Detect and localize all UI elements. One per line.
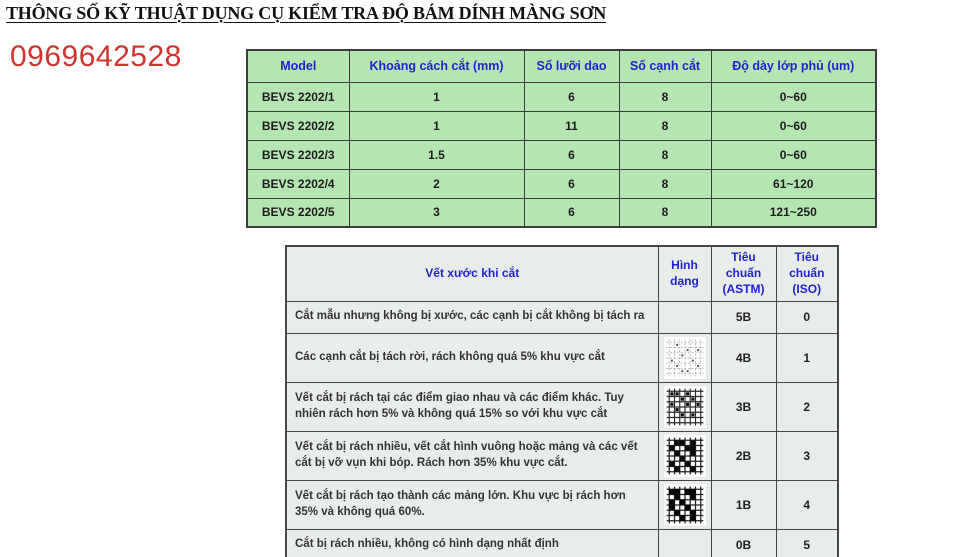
astm-rating-cell: 2B bbox=[710, 430, 777, 481]
crosshatch-grid-light-dots-icon bbox=[663, 336, 706, 379]
shape-cell bbox=[657, 300, 712, 334]
spec-value-cell: 6 bbox=[523, 197, 620, 228]
astm-rating-cell: 0B bbox=[710, 528, 777, 557]
scratch-description-cell: Vết cắt bị rách nhiều, vết cắt hình vuôn… bbox=[285, 430, 659, 481]
spec-header-cell: Model bbox=[246, 49, 350, 83]
table-row: BEVS 2202/4 2 6 8 61~120 bbox=[246, 168, 877, 199]
model-cell: BEVS 2202/5 bbox=[246, 197, 350, 228]
scratch-description-cell: Các cạnh cắt bị tách rời, rách không quá… bbox=[285, 332, 659, 383]
spec-value-cell: 121~250 bbox=[710, 197, 877, 228]
iso-rating-cell: 0 bbox=[775, 300, 839, 334]
rating-table: Vết xước khi cắt Hình dạng Tiêu chuẩn (AST… bbox=[285, 245, 839, 557]
table-row: Vết cắt bị rách nhiều, vết cắt hình vuôn… bbox=[285, 430, 839, 481]
rating-header-row: Vết xước khi cắt Hình dạng Tiêu chuẩn (AST… bbox=[285, 245, 839, 302]
table-row: Vết cắt bị rách tại các điểm giao nhau v… bbox=[285, 381, 839, 432]
spec-value-cell: 0~60 bbox=[710, 110, 877, 141]
table-row: Cắt mẫu nhưng không bị xước, các cạnh bị… bbox=[285, 300, 839, 334]
spec-value-cell: 1 bbox=[348, 81, 525, 112]
iso-rating-cell: 4 bbox=[775, 479, 839, 530]
crosshatch-grid-dense-blobs-icon bbox=[663, 483, 706, 526]
spec-table: Model Khoảng cách cắt (mm) Số lưỡi dao Số c… bbox=[246, 49, 877, 228]
scratch-description-cell: Vết cắt bị rách tạo thành các mảng lớn. … bbox=[285, 479, 659, 530]
astm-rating-cell: 3B bbox=[710, 381, 777, 432]
astm-rating-cell: 4B bbox=[710, 332, 777, 383]
spec-value-cell: 6 bbox=[523, 139, 620, 170]
rating-table-body: Cắt mẫu nhưng không bị xước, các cạnh bị… bbox=[285, 300, 839, 557]
iso-rating-cell: 2 bbox=[775, 381, 839, 432]
scratch-description-cell: Vết cắt bị rách tại các điểm giao nhau v… bbox=[285, 381, 659, 432]
rating-header-cell: Tiêu chuẩn (ISO) bbox=[775, 245, 839, 302]
table-row: BEVS 2202/1 1 6 8 0~60 bbox=[246, 81, 877, 112]
table-row: Cắt bị rách nhiều, không có hình dạng nh… bbox=[285, 528, 839, 557]
spec-value-cell: 8 bbox=[618, 197, 712, 228]
shape-cell bbox=[657, 332, 712, 383]
table-row: Vết cắt bị rách tạo thành các mảng lớn. … bbox=[285, 479, 839, 530]
iso-rating-cell: 5 bbox=[775, 528, 839, 557]
crosshatch-grid-medium-blobs-icon bbox=[663, 434, 706, 477]
astm-rating-cell: 5B bbox=[710, 300, 777, 334]
table-row: Các cạnh cắt bị tách rời, rách không quá… bbox=[285, 332, 839, 383]
spec-header-cell: Khoảng cách cắt (mm) bbox=[348, 49, 525, 83]
spec-value-cell: 1 bbox=[348, 110, 525, 141]
rating-header-cell: Tiêu chuẩn (ASTM) bbox=[710, 245, 777, 302]
model-cell: BEVS 2202/1 bbox=[246, 81, 350, 112]
shape-cell bbox=[657, 381, 712, 432]
spec-value-cell: 0~60 bbox=[710, 81, 877, 112]
table-row: BEVS 2202/5 3 6 8 121~250 bbox=[246, 197, 877, 228]
spec-value-cell: 8 bbox=[618, 168, 712, 199]
shape-cell bbox=[657, 430, 712, 481]
page-title: THÔNG SỐ KỸ THUẬT DỤNG CỤ KIỂM TRA ĐỘ BÁ… bbox=[6, 3, 607, 23]
spec-table-body: BEVS 2202/1 1 6 8 0~60 BEVS 2202/2 1 11 8 0~60 BEV… bbox=[246, 81, 877, 228]
scratch-description-cell: Cắt mẫu nhưng không bị xước, các cạnh bị… bbox=[285, 300, 659, 334]
spec-value-cell: 2 bbox=[348, 168, 525, 199]
scratch-description-cell: Cắt bị rách nhiều, không có hình dạng nh… bbox=[285, 528, 659, 557]
iso-rating-cell: 3 bbox=[775, 430, 839, 481]
phone-number: 0969642528 bbox=[10, 40, 182, 73]
rating-header-cell: Vết xước khi cắt bbox=[285, 245, 659, 302]
model-cell: BEVS 2202/2 bbox=[246, 110, 350, 141]
spec-value-cell: 6 bbox=[523, 168, 620, 199]
table-row: BEVS 2202/2 1 11 8 0~60 bbox=[246, 110, 877, 141]
spec-header-row: Model Khoảng cách cắt (mm) Số lưỡi dao Số c… bbox=[246, 49, 877, 83]
spec-value-cell: 8 bbox=[618, 110, 712, 141]
spec-value-cell: 1.5 bbox=[348, 139, 525, 170]
spec-header-cell: Số cạnh cắt bbox=[618, 49, 712, 83]
spec-value-cell: 11 bbox=[523, 110, 620, 141]
rating-header-cell: Hình dạng bbox=[657, 245, 712, 302]
spec-value-cell: 61~120 bbox=[710, 168, 877, 199]
spec-value-cell: 8 bbox=[618, 81, 712, 112]
spec-value-cell: 6 bbox=[523, 81, 620, 112]
crosshatch-grid-small-blobs-icon bbox=[663, 385, 706, 428]
table-row: BEVS 2202/3 1.5 6 8 0~60 bbox=[246, 139, 877, 170]
model-cell: BEVS 2202/4 bbox=[246, 168, 350, 199]
astm-rating-cell: 1B bbox=[710, 479, 777, 530]
spec-header-cell: Độ dày lớp phủ (um) bbox=[710, 49, 877, 83]
spec-value-cell: 8 bbox=[618, 139, 712, 170]
shape-cell bbox=[657, 528, 712, 557]
shape-cell bbox=[657, 479, 712, 530]
iso-rating-cell: 1 bbox=[775, 332, 839, 383]
spec-value-cell: 0~60 bbox=[710, 139, 877, 170]
model-cell: BEVS 2202/3 bbox=[246, 139, 350, 170]
spec-header-cell: Số lưỡi dao bbox=[523, 49, 620, 83]
spec-value-cell: 3 bbox=[348, 197, 525, 228]
